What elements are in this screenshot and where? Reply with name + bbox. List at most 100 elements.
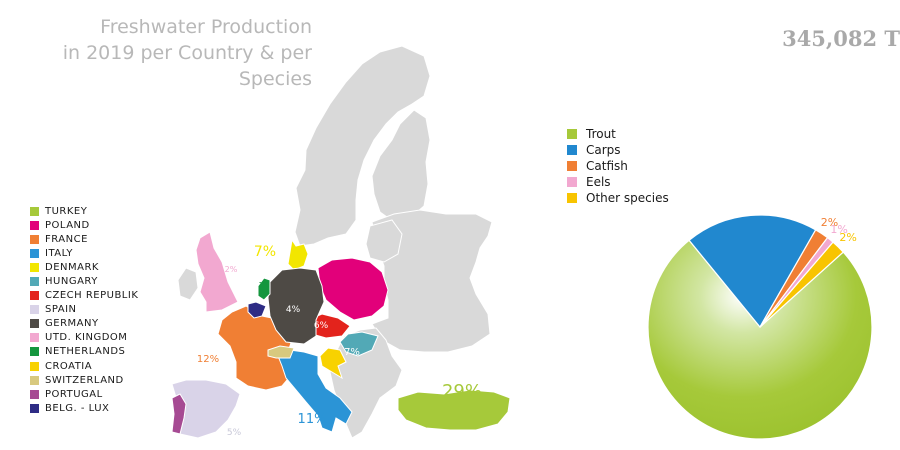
legend-label: Catfish [586, 159, 628, 173]
species-legend: Trout Carps Catfish Eels Other species [567, 126, 669, 206]
country-denmark [287, 238, 309, 271]
highlighted-countries [171, 231, 511, 439]
legend-label: BELG. - LUX [45, 402, 110, 414]
ireland-shape [177, 267, 199, 301]
country-croatia [319, 347, 347, 380]
legend-label: ITALY [45, 247, 73, 259]
country-legend-item-utd-kingdom: UTD. KINGDOM [30, 331, 138, 345]
europe-map: 29% 13% 12% 11% 7% 7% 6% 5% 4% 2% 1% [171, 45, 511, 439]
country-netherlands [257, 277, 271, 301]
map-label-hungary: 7% [344, 347, 360, 358]
map-label-spain: 5% [227, 428, 242, 438]
legend-swatch [30, 389, 39, 399]
legend-label: UTD. KINGDOM [45, 332, 128, 344]
country-poland [317, 257, 389, 321]
map-label-netherlands: 1% [258, 281, 269, 289]
legend-swatch [30, 262, 39, 272]
legend-label: FRANCE [45, 233, 88, 245]
legend-label: PORTUGAL [45, 388, 103, 400]
species-legend-item-other-species: Other species [567, 190, 669, 206]
legend-swatch [30, 347, 39, 357]
legend-label: CROATIA [45, 360, 93, 372]
species-legend-item-catfish: Catfish [567, 158, 669, 174]
country-legend-item-italy: ITALY [30, 246, 138, 260]
country-legend-item-portugal: PORTUGAL [30, 387, 138, 401]
finland-shape [371, 109, 431, 223]
legend-swatch [567, 193, 577, 203]
country-legend-item-czech-republik: CZECH REPUBLIK [30, 289, 138, 303]
baltics-shape [365, 219, 403, 263]
legend-swatch [567, 161, 577, 171]
legend-swatch [30, 206, 39, 216]
total-production: 345,082 T [782, 26, 900, 51]
legend-label: Eels [586, 175, 611, 189]
country-legend-item-turkey: TURKEY [30, 204, 138, 218]
map-label-utd-kingdom: 2% [225, 265, 238, 274]
country-hungary [339, 331, 379, 357]
eastern-europe-shape [371, 209, 493, 353]
legend-swatch [30, 220, 39, 230]
legend-swatch [567, 145, 577, 155]
legend-label: SWITZERLAND [45, 374, 124, 386]
legend-label: POLAND [45, 219, 90, 231]
pie-labels: 75%19%2%1%2% [732, 216, 857, 450]
country-legend-item-netherlands: NETHERLANDS [30, 345, 138, 359]
legend-label: CZECH REPUBLIK [45, 290, 139, 302]
legend-swatch [30, 375, 39, 385]
chart-title-line-2: in 2019 per Country & per Species [62, 42, 312, 90]
country-legend-item-poland: POLAND [30, 218, 138, 232]
map-label-turkey: 29% [442, 381, 482, 402]
legend-swatch [30, 403, 39, 413]
legend-swatch [567, 177, 577, 187]
chart-title-line-1: Freshwater Production [100, 16, 312, 38]
species-pie-chart: 75%19%2%1%2% [647, 214, 873, 450]
legend-swatch [30, 248, 39, 258]
country-legend-item-spain: SPAIN [30, 303, 138, 317]
legend-label: NETHERLANDS [45, 346, 126, 358]
pie-slice-other-species [759, 241, 845, 328]
country-legend: TURKEY POLAND FRANCE ITALY DENMARK HUNGARY CZE… [30, 204, 138, 415]
map-label-poland: 13% [330, 261, 357, 275]
country-legend-item-belg-lux: BELG. - LUX [30, 401, 138, 415]
pie-label-catfish: 2% [821, 216, 838, 229]
country-belgium [247, 301, 267, 319]
country-share-labels: 29% 13% 12% 11% 7% 7% 6% 5% 4% 2% 1% [197, 244, 482, 438]
country-portugal [171, 393, 187, 435]
legend-label: Carps [586, 143, 621, 157]
map-label-france: 12% [197, 354, 219, 365]
legend-swatch [30, 319, 39, 329]
country-germany [267, 267, 325, 345]
map-label-denmark: 7% [254, 244, 276, 260]
legend-swatch [30, 333, 39, 343]
species-legend-item-eels: Eels [567, 174, 669, 190]
map-label-italy: 11% [298, 412, 327, 427]
legend-label: DENMARK [45, 261, 99, 273]
map-label-germany: 4% [286, 305, 301, 315]
legend-label: TURKEY [45, 205, 88, 217]
legend-swatch [30, 305, 39, 315]
country-uk [195, 231, 239, 313]
legend-swatch [30, 291, 39, 301]
chart-title: Freshwater Production in 2019 per Countr… [0, 14, 312, 92]
pie-slice-trout [647, 239, 873, 440]
scandinavia-shape [294, 45, 431, 247]
country-legend-item-switzerland: SWITZERLAND [30, 373, 138, 387]
country-legend-item-croatia: CROATIA [30, 359, 138, 373]
country-legend-item-denmark: DENMARK [30, 260, 138, 274]
species-legend-item-trout: Trout [567, 126, 669, 142]
europe-landmass [177, 45, 493, 439]
legend-label: SPAIN [45, 304, 77, 316]
legend-label: Trout [586, 127, 616, 141]
legend-swatch [567, 129, 577, 139]
country-legend-item-hungary: HUNGARY [30, 274, 138, 288]
legend-label: GERMANY [45, 318, 99, 330]
legend-swatch [30, 361, 39, 371]
country-turkey [397, 389, 511, 431]
pie-label-other-species: 2% [839, 231, 856, 244]
country-italy [277, 349, 353, 433]
country-switzerland [267, 345, 295, 359]
pie-slices [647, 214, 873, 440]
pie-label-eels: 1% [830, 223, 847, 236]
legend-swatch [30, 277, 39, 287]
species-legend-item-carps: Carps [567, 142, 669, 158]
